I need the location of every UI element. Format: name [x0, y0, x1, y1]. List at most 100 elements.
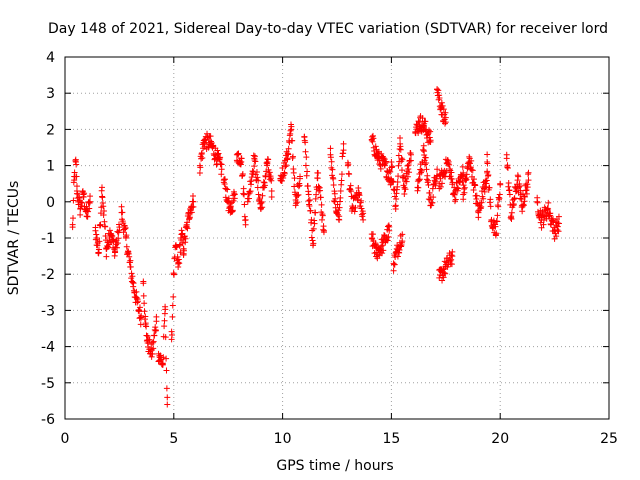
data-point	[438, 99, 445, 106]
data-point	[315, 169, 322, 176]
data-point	[143, 332, 150, 339]
data-point	[173, 244, 180, 251]
data-points	[69, 86, 562, 408]
data-point	[282, 163, 289, 170]
data-point	[258, 198, 265, 205]
data-point	[136, 304, 143, 311]
data-point	[337, 194, 344, 201]
y-tick-label: -6	[41, 412, 55, 428]
data-point	[102, 223, 109, 230]
data-point	[515, 173, 522, 180]
data-point	[128, 270, 135, 277]
data-point	[415, 118, 422, 125]
data-point	[376, 252, 383, 259]
data-point	[404, 162, 411, 169]
data-point	[136, 308, 143, 315]
data-point	[285, 145, 292, 152]
data-point	[396, 247, 403, 254]
data-point	[468, 166, 475, 173]
data-point	[426, 189, 433, 196]
data-point	[427, 196, 434, 203]
data-point	[294, 199, 301, 206]
data-point	[478, 199, 485, 206]
data-point	[224, 186, 231, 193]
data-point	[252, 158, 259, 165]
data-point	[448, 261, 455, 268]
data-point	[290, 169, 297, 176]
data-point	[283, 162, 290, 169]
data-point	[303, 154, 310, 161]
chart-title: Day 148 of 2021, Sidereal Day-to-day VTE…	[48, 21, 608, 37]
data-point	[115, 235, 122, 242]
data-point	[525, 169, 532, 176]
data-point	[463, 171, 470, 178]
data-point	[176, 260, 183, 267]
data-point	[296, 182, 303, 189]
data-point	[291, 175, 298, 182]
data-point	[358, 197, 365, 204]
data-point	[484, 151, 491, 158]
data-point	[429, 199, 436, 206]
data-point	[463, 176, 470, 183]
data-point	[127, 257, 134, 264]
data-point	[423, 126, 430, 133]
data-point	[492, 223, 499, 230]
data-point	[217, 154, 224, 161]
data-point	[137, 321, 144, 328]
data-point	[188, 209, 195, 216]
data-point	[370, 135, 377, 142]
data-point	[338, 171, 345, 178]
data-point	[149, 351, 156, 358]
data-point	[370, 231, 377, 238]
data-point	[397, 232, 404, 239]
data-point	[403, 178, 410, 185]
data-point	[358, 205, 365, 212]
data-point	[190, 203, 197, 210]
data-point	[380, 247, 387, 254]
data-point	[451, 191, 458, 198]
data-point	[116, 227, 123, 234]
data-point	[174, 253, 181, 260]
data-point	[197, 164, 204, 171]
data-point	[123, 232, 130, 239]
data-point	[414, 187, 421, 194]
data-point	[360, 216, 367, 223]
data-point	[122, 224, 129, 231]
data-point	[164, 401, 171, 408]
data-point	[268, 194, 275, 201]
data-point	[340, 147, 347, 154]
data-point	[430, 194, 437, 201]
data-point	[422, 118, 429, 125]
data-point	[160, 354, 167, 361]
data-point	[103, 253, 110, 260]
data-point	[384, 237, 391, 244]
data-point	[134, 298, 141, 305]
data-point	[547, 210, 554, 217]
data-point	[133, 288, 140, 295]
data-point	[302, 148, 309, 155]
data-point	[127, 263, 134, 270]
data-point	[289, 153, 296, 160]
data-point	[415, 184, 422, 191]
y-axis-label: SDTVAR / TECUs	[6, 181, 22, 296]
data-point	[253, 169, 260, 176]
data-point	[142, 313, 149, 320]
data-point	[423, 166, 430, 173]
data-point	[336, 216, 343, 223]
data-point	[545, 199, 552, 206]
data-point	[424, 172, 431, 179]
data-point	[94, 234, 101, 241]
data-point	[108, 232, 115, 239]
data-point	[70, 179, 77, 186]
data-point	[493, 230, 500, 237]
data-point	[77, 211, 84, 218]
data-point	[306, 202, 313, 209]
data-point	[281, 170, 288, 177]
data-point	[406, 169, 413, 176]
data-point	[427, 139, 434, 146]
data-point	[189, 193, 196, 200]
data-point	[393, 196, 400, 203]
x-tick-label: 15	[382, 431, 400, 447]
data-point	[196, 170, 203, 177]
data-point	[318, 201, 325, 208]
